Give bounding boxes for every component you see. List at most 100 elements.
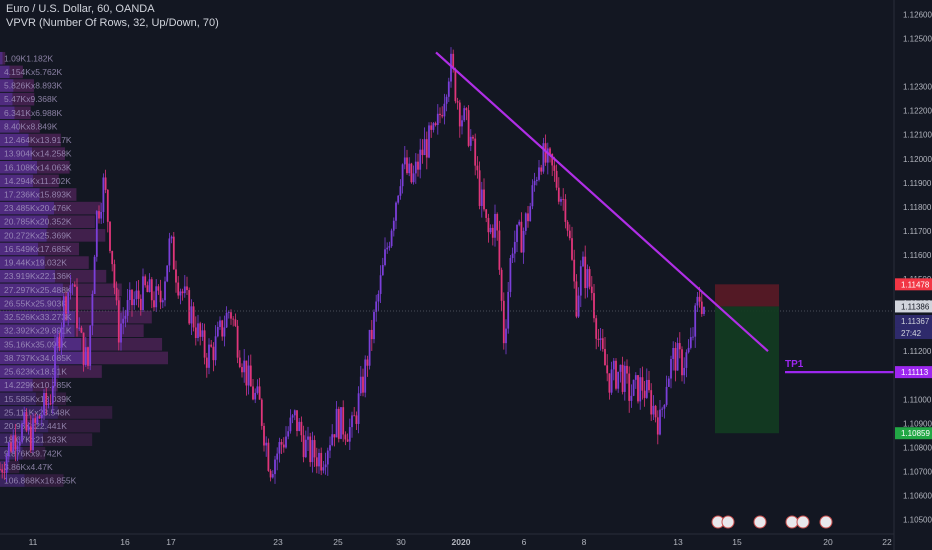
candle-body: [230, 312, 232, 319]
candle-body: [219, 320, 221, 327]
candle-body: [234, 319, 237, 326]
candle-body: [623, 365, 626, 392]
descending-trendline: [435, 51, 769, 353]
candle-body: [276, 453, 279, 460]
candle-body: [157, 286, 160, 291]
candle-body: [590, 286, 593, 294]
candle-body: [551, 153, 554, 166]
candle-body: [379, 275, 382, 294]
candle-body: [258, 386, 261, 400]
candle-body: [285, 436, 287, 448]
event-flag-icon: [796, 515, 810, 529]
candle-body: [443, 103, 446, 117]
candle-body: [408, 163, 411, 174]
candle-body: [634, 375, 637, 380]
candle-body: [302, 435, 305, 458]
candle-body: [513, 241, 516, 254]
candle-body: [212, 346, 215, 361]
candle-body: [542, 143, 545, 172]
volume-row-label: 16.108Kx14.063K: [4, 162, 72, 172]
candle-body: [511, 253, 514, 259]
candle-body: [487, 217, 490, 233]
candle-body: [659, 409, 661, 435]
candle-body: [89, 325, 92, 366]
candle-body: [179, 291, 182, 296]
candle-body: [621, 364, 624, 392]
candle-body: [573, 259, 576, 282]
volume-bar-down: [75, 310, 152, 324]
candle-body: [456, 101, 459, 103]
candle-body: [478, 170, 481, 206]
candle-body: [282, 444, 285, 448]
volume-bar-up: [0, 283, 63, 297]
candle-body: [522, 230, 525, 253]
candle-body: [271, 474, 274, 478]
candle-body: [43, 392, 45, 415]
candle-body: [346, 439, 349, 442]
volume-row-label: 14.294Kx11.202K: [4, 176, 71, 186]
volume-bar-up: [0, 378, 33, 392]
volume-row-label: 19.44Kx19.032K: [4, 258, 67, 268]
candle-body: [467, 110, 470, 146]
candle-body: [639, 377, 642, 402]
volume-bar-down: [57, 406, 113, 419]
candle-body: [168, 238, 171, 266]
candle-body: [604, 348, 606, 366]
volume-row-label: 16.549Kx17.685K: [4, 244, 72, 254]
candle-body: [557, 187, 560, 202]
volume-bar-down: [39, 188, 77, 201]
candle-body: [403, 157, 406, 165]
candle-body: [298, 421, 301, 432]
candle-body: [10, 442, 12, 452]
candle-body: [192, 306, 195, 328]
candle-body: [340, 407, 342, 439]
target-price-tag: 1.10859: [901, 429, 930, 438]
candle-body: [617, 371, 620, 389]
price-tick-label: 1.11900: [903, 179, 932, 188]
candle-body: [120, 323, 122, 343]
take-profit-zone: [715, 306, 779, 434]
candle-body: [377, 293, 380, 302]
candle-body: [351, 415, 353, 428]
candle-body: [654, 405, 657, 418]
time-tick-label: 2020: [452, 537, 471, 547]
candle-body: [315, 457, 318, 467]
volume-row-label: 25.111Kx23.548K: [4, 407, 71, 417]
volume-bar-up: [0, 106, 15, 120]
candle-body: [27, 426, 30, 431]
volume-row-label: 5.47Kx9.368K: [4, 94, 58, 104]
event-flag-icon: [819, 515, 833, 529]
candle-body: [630, 395, 633, 401]
candle-body: [221, 320, 224, 337]
volume-bar-down: [47, 215, 95, 229]
candle-body: [76, 286, 78, 329]
candle-body: [562, 199, 565, 200]
candle-body: [527, 213, 529, 222]
candle-body: [142, 276, 144, 311]
candle-body: [463, 108, 466, 121]
volume-bar-up: [0, 160, 38, 174]
candle-body: [505, 328, 507, 344]
candle-body: [381, 265, 384, 276]
candle-body: [584, 256, 587, 289]
volume-bar-down: [12, 92, 35, 106]
price-tick-label: 1.10500: [903, 516, 932, 525]
candle-body: [311, 440, 314, 463]
volume-row-label: 23.485Kx20.476K: [4, 203, 72, 213]
candle-body: [190, 306, 193, 324]
candle-body: [401, 164, 404, 187]
candle-body: [494, 213, 496, 238]
candle-body: [225, 312, 228, 328]
volume-bar-down: [55, 269, 107, 283]
stop-price-tag-bg: [895, 278, 932, 291]
candle-body: [432, 123, 435, 130]
candle-body: [681, 349, 683, 376]
candle-body: [49, 403, 52, 405]
candle-body: [318, 452, 320, 467]
candle-body: [406, 157, 408, 174]
candle-body: [153, 300, 155, 308]
candle-body: [210, 344, 213, 347]
price-tick-label: 1.10900: [903, 419, 932, 428]
candle-body: [260, 399, 263, 426]
